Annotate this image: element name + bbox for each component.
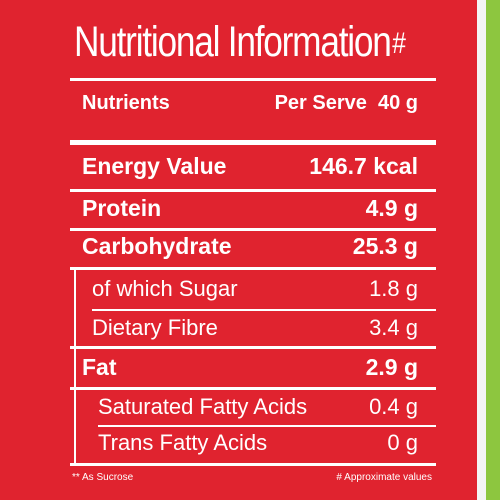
- title-text: Nutritional Information: [74, 18, 392, 66]
- nutrient-label: Energy Value: [82, 153, 227, 179]
- divider-row: [70, 189, 436, 192]
- nutrient-value: 4.9 g: [365, 195, 418, 221]
- table-left-rule: [74, 267, 76, 463]
- nutrient-label: of which Sugar: [92, 276, 238, 301]
- footnote-approximate: # Approximate values: [336, 472, 432, 483]
- divider-top: [70, 78, 436, 81]
- nutrient-value: 3.4 g: [369, 315, 418, 340]
- divider-row: [92, 309, 436, 311]
- nutrient-label: Protein: [82, 195, 162, 221]
- nutrient-value: 146.7 kcal: [309, 153, 418, 179]
- package-edge-green: [486, 0, 500, 500]
- divider-row: [70, 346, 436, 349]
- divider-row: [70, 267, 436, 270]
- nutrient-label: Fat: [82, 354, 117, 380]
- header-row: Nutrients Per Serve 40 g: [70, 92, 436, 122]
- divider-bottom: [70, 463, 436, 466]
- divider-row: [70, 228, 436, 231]
- panel-title: Nutritional Information#: [74, 18, 406, 67]
- title-suffix: #: [392, 27, 406, 60]
- footnote-sucrose: ** As Sucrose: [72, 472, 134, 483]
- nutrient-value: 0.4 g: [369, 394, 418, 419]
- nutrient-label: Trans Fatty Acids: [98, 430, 268, 455]
- divider-header: [70, 140, 436, 145]
- header-per-serve: Per Serve 40 g: [274, 92, 418, 114]
- header-nutrients: Nutrients: [82, 92, 170, 114]
- nutrient-label: Dietary Fibre: [92, 315, 218, 340]
- nutrient-value: 1.8 g: [369, 276, 418, 301]
- nutrient-label: Saturated Fatty Acids: [98, 394, 308, 419]
- divider-row: [70, 387, 436, 390]
- divider-row: [98, 425, 436, 427]
- nutrient-label: Carbohydrate: [82, 233, 232, 259]
- nutrient-value: 2.9 g: [365, 354, 418, 380]
- nutrient-value: 0 g: [387, 430, 418, 455]
- package-edge-white: [477, 0, 486, 500]
- nutrient-value: 25.3 g: [352, 233, 418, 259]
